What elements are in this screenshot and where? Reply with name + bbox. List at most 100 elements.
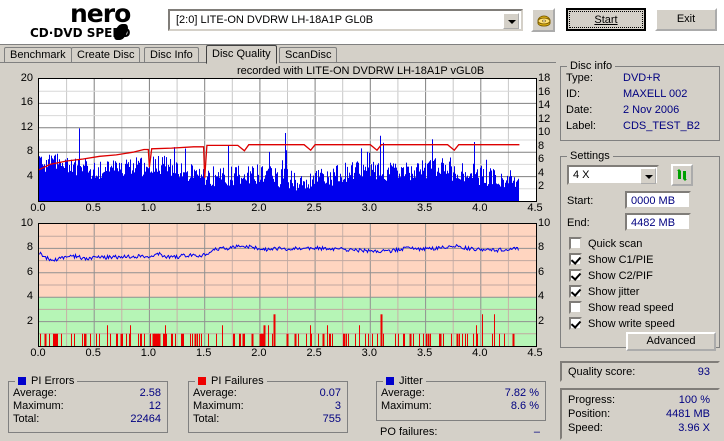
chevron-down-icon[interactable] — [503, 13, 519, 29]
pi-errors-canvas — [39, 79, 536, 201]
tab-scandisc[interactable]: ScanDisc — [279, 47, 337, 63]
row-value: 2.58 — [140, 387, 161, 399]
show-read-speed-label: Show read speed — [588, 302, 674, 314]
row-label: Average: — [13, 387, 57, 399]
y2-axis-tick: 10 — [538, 218, 560, 228]
progress-value: 100 % — [679, 394, 710, 406]
y2-axis-tick: 6 — [538, 267, 560, 277]
end-field[interactable]: 4482 MB — [625, 213, 691, 231]
settings-box: Settings 4 X Start: 0000 MB End: 4482 MB — [560, 156, 720, 348]
tab-bar: Benchmark Create Disc Disc Info Disc Qua… — [0, 45, 724, 63]
y-axis-tick: 12 — [0, 122, 33, 132]
y-axis-tick: 6 — [0, 267, 33, 277]
position-value: 4481 MB — [666, 408, 710, 420]
row-label: Total: — [13, 413, 39, 425]
disc-info-label: Label: — [566, 120, 596, 132]
start-field-value: 0000 MB — [631, 195, 675, 207]
speed-select-value: 4 X — [573, 169, 590, 181]
disc-info-value: MAXELL 002 — [623, 88, 687, 100]
drive-select[interactable]: [2:0] LITE-ON DVDRW LH-18A1P GL0B — [168, 9, 523, 31]
tab-label: ScanDisc — [285, 49, 331, 61]
y-axis-tick: 10 — [0, 218, 33, 228]
y-axis-tick: 4 — [0, 291, 33, 301]
jitter-stats-box: Jitter Average: 7.82 % Maximum: 8.6 % — [376, 381, 546, 421]
jitter-pif-chart[interactable] — [38, 223, 537, 347]
x-axis-tick: 3.0 — [355, 347, 383, 359]
y-axis-tick: 8 — [0, 242, 33, 252]
speed-value: 3.96 X — [678, 422, 710, 434]
progress-label: Progress: — [568, 394, 615, 406]
row-value: 755 — [323, 413, 341, 425]
tab-label: Disc Info — [150, 49, 193, 61]
row-label: Average: — [381, 387, 425, 399]
row-label: Total: — [193, 413, 219, 425]
show-c1-pie-checkbox[interactable] — [569, 253, 582, 266]
row-value: 3 — [335, 400, 341, 412]
y2-axis-tick: 4 — [538, 291, 560, 301]
y2-axis-tick: 2 — [538, 181, 560, 191]
label: PI Errors — [31, 375, 74, 387]
row-value: 0.07 — [320, 387, 341, 399]
x-axis-tick: 2.5 — [300, 202, 328, 214]
y2-axis-tick: 8 — [538, 141, 560, 151]
row-value: 12 — [149, 400, 161, 412]
quick-scan-checkbox[interactable] — [569, 237, 582, 250]
show-c2-pif-label: Show C2/PIF — [588, 270, 653, 282]
y2-axis-tick: 2 — [538, 316, 560, 326]
row-label: Maximum: — [13, 400, 64, 412]
nero-cd-dvd-speed-window: nero CD·DVD SPEED [2:0] LITE-ON DVDRW LH… — [0, 0, 724, 441]
tab-label: Create Disc — [77, 49, 134, 61]
start-button[interactable]: Start — [566, 8, 646, 31]
row-value: 7.82 % — [505, 387, 539, 399]
x-axis-tick: 4.5 — [521, 202, 549, 214]
start-label: Start: — [567, 195, 593, 207]
pi-errors-chart[interactable] — [38, 78, 537, 202]
tab-disc-info[interactable]: Disc Info — [144, 47, 199, 63]
pi-failures-stats-title: PI Failures — [195, 375, 267, 387]
pi-errors-color-swatch — [18, 377, 26, 385]
show-jitter-checkbox[interactable] — [569, 285, 582, 298]
y2-axis-tick: 12 — [538, 114, 560, 124]
pi-failures-stats-box: PI Failures Average: 0.07 Maximum: 3 Tot… — [188, 381, 348, 433]
exit-button[interactable]: Exit — [655, 8, 717, 31]
x-axis-tick: 0.0 — [24, 202, 52, 214]
tab-benchmark[interactable]: Benchmark — [4, 47, 72, 63]
quality-score-label: Quality score: — [568, 366, 635, 378]
chevron-down-icon[interactable] — [640, 168, 656, 184]
refresh-button[interactable] — [671, 164, 693, 186]
y2-axis-tick: 16 — [538, 87, 560, 97]
jitter-color-swatch — [386, 377, 394, 385]
show-write-speed-checkbox[interactable] — [569, 317, 582, 330]
chart-title: recorded with LITE-ON DVDRW LH-18A1P vGL… — [237, 65, 484, 77]
tab-disc-quality[interactable]: Disc Quality — [206, 45, 277, 64]
show-c2-pif-checkbox[interactable] — [569, 269, 582, 282]
y2-axis-tick: 8 — [538, 242, 560, 252]
x-axis-tick: 3.5 — [411, 347, 439, 359]
advanced-button[interactable]: Advanced — [626, 332, 716, 351]
y2-axis-tick: 14 — [538, 100, 560, 110]
jitter-stats-title: Jitter — [383, 375, 426, 387]
x-axis-tick: 3.0 — [355, 202, 383, 214]
speed-label: Speed: — [568, 422, 603, 434]
start-field[interactable]: 0000 MB — [625, 191, 691, 209]
show-write-speed-label: Show write speed — [588, 318, 675, 330]
x-axis-tick: 2.5 — [300, 347, 328, 359]
x-axis-tick: 0.0 — [24, 347, 52, 359]
disc-info-value: 2 Nov 2006 — [623, 104, 679, 116]
end-label: End: — [567, 217, 590, 229]
position-label: Position: — [568, 408, 610, 420]
tab-label: Disc Quality — [212, 48, 271, 60]
pi-errors-stats-box: PI Errors Average: 2.58 Maximum: 12 Tota… — [8, 381, 168, 433]
disc-info-label: Type: — [566, 72, 593, 84]
x-axis-tick: 0.5 — [79, 347, 107, 359]
tab-create-disc[interactable]: Create Disc — [71, 47, 140, 63]
show-read-speed-checkbox[interactable] — [569, 301, 582, 314]
disc-info-label: ID: — [566, 88, 580, 100]
x-axis-tick: 1.5 — [190, 347, 218, 359]
refresh-icon — [675, 168, 689, 182]
exit-button-label: Exit — [677, 13, 695, 25]
y2-axis-tick: 10 — [538, 127, 560, 137]
eject-button[interactable] — [531, 8, 555, 32]
speed-select[interactable]: 4 X — [567, 165, 659, 185]
x-axis-tick: 3.5 — [411, 202, 439, 214]
